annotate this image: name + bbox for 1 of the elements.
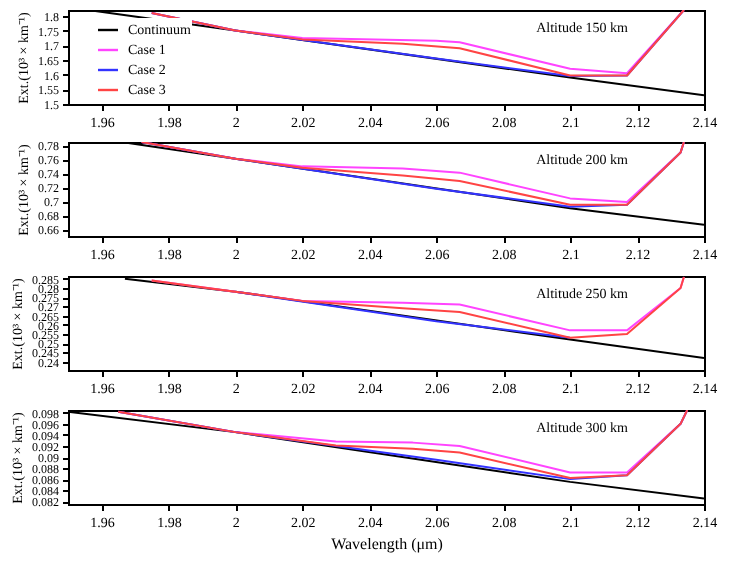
- x-axis-title: Wavelength (μm): [331, 535, 444, 553]
